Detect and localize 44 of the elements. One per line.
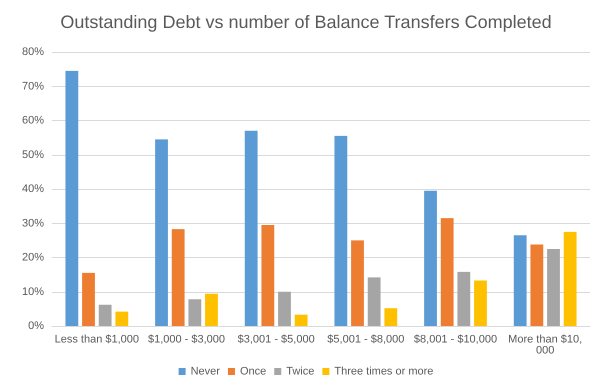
bar xyxy=(205,294,218,326)
bar xyxy=(547,248,560,326)
bar xyxy=(278,292,291,326)
y-tick-label: 0% xyxy=(28,320,44,332)
bar xyxy=(188,299,202,326)
chart-title: Outstanding Debt vs number of Balance Transfers Completed xyxy=(60,12,552,32)
legend-label: Never xyxy=(190,366,220,378)
y-tick-label: 80% xyxy=(22,46,44,58)
legend-label: Three times or more xyxy=(334,366,434,378)
bar xyxy=(440,218,454,326)
bar xyxy=(368,277,381,326)
bar xyxy=(98,304,112,326)
bar xyxy=(334,136,348,326)
bar xyxy=(261,224,274,326)
y-tick-label: 50% xyxy=(22,148,44,161)
bar xyxy=(457,272,470,326)
bar xyxy=(514,235,527,326)
bar xyxy=(155,139,168,326)
x-tick-label: More than $10,000 xyxy=(508,334,582,356)
y-tick-label: 30% xyxy=(22,217,44,230)
legend-label: Twice xyxy=(286,366,314,378)
bar xyxy=(115,312,128,326)
x-tick-label: $5,001 - $8,000 xyxy=(327,334,404,346)
x-tick-label: $1,000 - $3,000 xyxy=(148,334,226,346)
y-tick-label: 60% xyxy=(22,114,44,126)
bar xyxy=(474,280,487,326)
legend-label: Once xyxy=(240,366,266,378)
x-tick-label: $8,001 - $10,000 xyxy=(414,334,498,346)
bar xyxy=(172,229,185,326)
bar xyxy=(424,190,437,326)
bar xyxy=(82,272,95,326)
bar xyxy=(244,130,258,326)
y-tick-label: 70% xyxy=(22,80,44,92)
x-tick-label: $3,001 - $5,000 xyxy=(238,334,315,346)
y-tick-label: 20% xyxy=(22,252,44,264)
bar xyxy=(384,308,398,326)
y-tick-label: 40% xyxy=(22,183,44,195)
bar xyxy=(294,314,308,326)
bar xyxy=(530,244,544,326)
x-tick-label: Less than $1,000 xyxy=(54,334,140,346)
bar xyxy=(351,240,364,326)
y-tick-label: 10% xyxy=(22,286,44,298)
bar xyxy=(65,70,78,326)
bar xyxy=(564,232,577,326)
